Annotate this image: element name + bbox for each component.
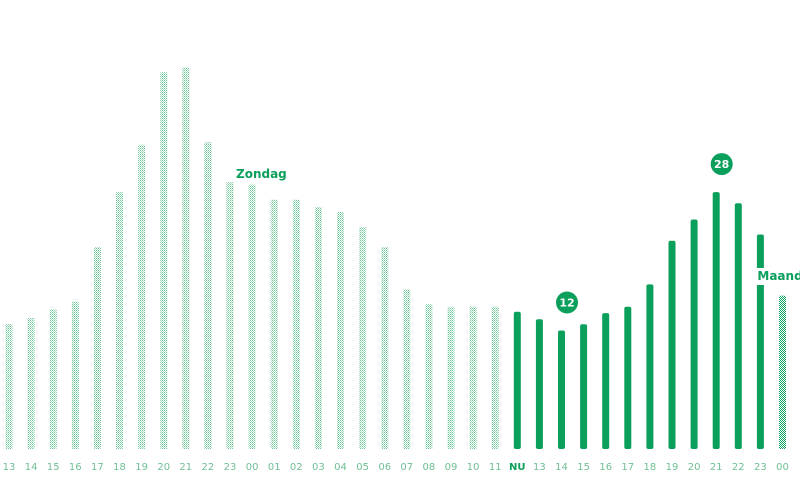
tick-label: 20: [157, 462, 170, 473]
bar-past-22: [491, 306, 499, 449]
tick-label: 03: [312, 462, 325, 473]
tick-label: 00: [776, 462, 789, 473]
tick-label: 09: [445, 462, 458, 473]
tick-label: 08: [423, 462, 436, 473]
bar-past-0: [5, 324, 13, 449]
bar-forecast-32: [712, 192, 720, 449]
day-label-background: [755, 268, 800, 285]
bar-past-9: [204, 142, 212, 449]
bar-forecast-27: [602, 313, 610, 449]
tick-label: 18: [113, 462, 126, 473]
tick-label: 19: [135, 462, 148, 473]
bar-past-5: [116, 192, 123, 449]
tick-label: 15: [47, 462, 60, 473]
tick-label: 06: [378, 462, 391, 473]
tick-label: 20: [688, 462, 701, 473]
bar-forecast-29: [646, 284, 654, 449]
tick-label: 21: [710, 462, 723, 473]
bar-past-12: [270, 199, 278, 449]
bar-forecast-34: [756, 234, 764, 449]
bar-past-7: [160, 72, 168, 450]
tick-label: 01: [268, 462, 281, 473]
bar-past-6: [138, 144, 146, 449]
bar-past-16: [359, 227, 367, 449]
bar-past-2: [49, 309, 57, 449]
bar-past-11: [248, 184, 256, 449]
bar-past-18: [403, 289, 411, 449]
tick-label: 18: [644, 462, 657, 473]
bar-past-17: [381, 247, 389, 449]
day-label-maandag: Maandag: [757, 269, 800, 283]
bar-past-14: [314, 207, 322, 449]
tick-label: 17: [621, 462, 634, 473]
day-label-zondag: Zondag: [236, 167, 287, 181]
tick-label: 13: [533, 462, 546, 473]
tick-label: 13: [3, 462, 16, 473]
bars-group: [5, 67, 786, 450]
value-badge-label: 12: [559, 297, 574, 310]
bar-forecast-26: [580, 324, 588, 449]
bar-past-13: [292, 199, 300, 449]
x-axis-ticks: 13 14 15 16 17 18 19 20 21 22 23 00 01 02 03 04 05 06 07 08…: [3, 462, 789, 473]
tick-label: 22: [732, 462, 745, 473]
bar-past-8: [182, 67, 190, 450]
tick-label: 02: [290, 462, 303, 473]
bar-forecast-30: [668, 240, 676, 449]
tick-label: 16: [599, 462, 612, 473]
tick-label: 10: [467, 462, 480, 473]
bar-next-day-35: [779, 295, 786, 449]
bar-forecast-23: [513, 311, 521, 449]
tick-label: 04: [334, 462, 347, 473]
bar-past-21: [469, 306, 477, 449]
tick-label: 15: [577, 462, 590, 473]
tick-label: 14: [555, 462, 568, 473]
tick-label: 07: [400, 462, 413, 473]
tick-label: 23: [754, 462, 767, 473]
bar-forecast-28: [624, 306, 632, 449]
tick-label: 11: [489, 462, 502, 473]
bar-forecast-25: [558, 330, 565, 449]
bar-past-19: [425, 304, 433, 449]
value-badge-label: 28: [714, 158, 729, 171]
bar-past-3: [71, 301, 79, 449]
bar-forecast-31: [690, 219, 698, 449]
bar-past-4: [93, 247, 101, 449]
bar-past-15: [337, 212, 344, 449]
annotations: Zondag Maandag 12 28: [236, 153, 800, 314]
bar-past-1: [27, 318, 35, 449]
tick-label: 21: [179, 462, 192, 473]
tick-label: 23: [224, 462, 237, 473]
tick-label: 22: [202, 462, 215, 473]
tick-label: 00: [246, 462, 259, 473]
tick-label: 14: [25, 462, 38, 473]
tick-label-now: NU: [509, 462, 526, 473]
tick-label: 17: [91, 462, 104, 473]
tick-label: 19: [666, 462, 679, 473]
bar-forecast-33: [734, 203, 742, 449]
bar-past-20: [447, 306, 455, 449]
bar-past-10: [226, 182, 234, 449]
value-badge: [710, 153, 733, 176]
bar-forecast-24: [535, 319, 543, 449]
value-badge: [556, 291, 578, 314]
tick-label: 05: [356, 462, 369, 473]
tick-label: 16: [69, 462, 82, 473]
